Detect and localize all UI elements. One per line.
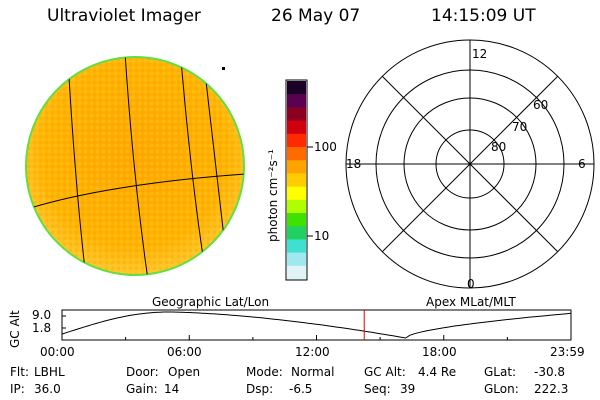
- altitude-ytick-9: 9.0: [32, 308, 52, 322]
- dsp-value: -6.5: [289, 382, 313, 396]
- colorbar-band: [287, 133, 306, 148]
- apex-label: Apex MLat/MLT: [426, 295, 516, 309]
- mlt-label-0: 0: [467, 277, 475, 291]
- colorbar-band: [287, 199, 306, 214]
- altitude-xtick: 18:00: [422, 345, 457, 359]
- mlt-label-12: 12: [472, 47, 488, 61]
- polar-plot: [345, 39, 595, 289]
- mlt-label-18: 18: [346, 157, 362, 171]
- glat-value: -30.8: [534, 365, 566, 379]
- uvi-image-disk: [25, 56, 245, 276]
- colorbar-band: [287, 226, 306, 240]
- ip-value: 36.0: [34, 382, 61, 396]
- instrument-title: Ultraviolet Imager: [47, 6, 201, 26]
- colorbar-unit-label: photon cm⁻²s⁻¹: [266, 149, 280, 242]
- colorbar-band: [287, 252, 306, 267]
- altitude-xtick: 06:00: [167, 345, 202, 359]
- glat-label: GLat:: [484, 365, 517, 379]
- colorbar-band: [287, 239, 306, 254]
- colorbar-tick-10: 10: [314, 229, 330, 243]
- ip-label: IP:: [10, 382, 25, 396]
- altitude-xtick: 23:59: [550, 345, 585, 359]
- observation-time: 14:15:09 UT: [431, 6, 536, 26]
- altitude-ytick-1.8: 1.8: [32, 321, 52, 335]
- geographic-label: Geographic Lat/Lon: [152, 295, 270, 309]
- lat-label-60: 60: [533, 98, 549, 112]
- mlt-label-6: 6: [578, 157, 586, 171]
- door-value: Open: [168, 365, 201, 379]
- door-label: Door:: [126, 365, 159, 379]
- glon-label: GLon:: [484, 382, 519, 396]
- altitude-xtick: 12:00: [295, 345, 330, 359]
- colorbar-band: [287, 81, 306, 95]
- altitude-xtick: 00:00: [40, 345, 75, 359]
- gain-label: Gain:: [126, 382, 158, 396]
- colorbar-tick-100: 100: [314, 140, 337, 154]
- altitude-ylabel: GC Alt: [8, 310, 22, 348]
- colorbar-band: [287, 213, 306, 227]
- altitude-plot: [61, 309, 572, 341]
- colorbar-band: [287, 107, 306, 122]
- gcalt-value: 4.4 Re: [418, 365, 457, 379]
- colorbar: [285, 79, 313, 281]
- altitude-curve: [61, 311, 572, 339]
- colorbar-band: [287, 94, 306, 108]
- glon-value: 222.3: [534, 382, 569, 396]
- colorbar-band: [287, 265, 306, 280]
- colorbar-band: [287, 160, 306, 174]
- lat-label-70: 70: [512, 120, 528, 134]
- colorbar-band: [287, 120, 306, 135]
- gain-value: 14: [164, 382, 180, 396]
- colorbar-band: [287, 147, 306, 161]
- observation-date: 26 May 07: [271, 6, 361, 26]
- colorbar-band: [287, 173, 306, 188]
- filter-value: LBHL: [34, 365, 65, 379]
- mode-label: Mode:: [246, 365, 283, 379]
- colorbar-band: [287, 186, 306, 201]
- gcalt-label: GC Alt:: [364, 365, 406, 379]
- seq-value: 39: [400, 382, 416, 396]
- mode-value: Normal: [291, 365, 335, 379]
- dsp-label: Dsp:: [246, 382, 274, 396]
- filter-label: Flt:: [10, 365, 29, 379]
- lat-label-80: 80: [491, 140, 507, 154]
- seq-label: Seq:: [364, 382, 391, 396]
